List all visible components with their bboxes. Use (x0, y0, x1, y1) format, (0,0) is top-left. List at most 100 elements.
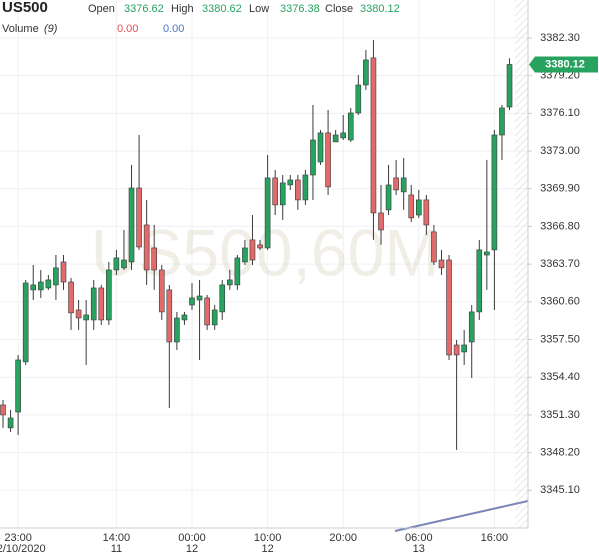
y-tick-label: 3369.90 (540, 183, 580, 195)
candle-body (30, 284, 37, 291)
candle-body (415, 199, 422, 216)
x-tick-label: 06:00 (405, 532, 433, 544)
volume-value: 0.00 (117, 23, 138, 35)
volume-label: Volume (2, 23, 39, 35)
candle-body (234, 257, 241, 286)
candle-body (15, 359, 21, 413)
candle-body (468, 311, 475, 343)
candle-body (227, 279, 233, 286)
candle-body (90, 287, 97, 321)
candle-body (363, 59, 369, 86)
x-tick-label: 14:00 (103, 532, 131, 544)
candle-body (370, 57, 377, 214)
x-tick-label: 10:00 (254, 532, 282, 544)
y-tick-label: 3351.30 (540, 409, 580, 421)
volume-period: (9) (44, 23, 58, 35)
candle-body (340, 132, 347, 139)
candle-body (68, 281, 74, 314)
candle-body (0, 404, 6, 416)
candle-body (22, 282, 29, 363)
candle-body (7, 417, 14, 429)
candle-body (75, 309, 82, 319)
candle-body (325, 132, 331, 188)
candle-body (476, 249, 483, 313)
low-label: Low (249, 3, 269, 15)
candle-body (378, 212, 384, 231)
candle-body (83, 314, 89, 321)
y-tick-label: 3354.40 (540, 371, 580, 383)
candle-body (446, 259, 452, 356)
candle-body (400, 177, 407, 193)
candle-body (302, 174, 309, 201)
candle-body (174, 317, 180, 343)
candle-body (37, 281, 44, 291)
y-tick-label: 3357.50 (540, 333, 580, 345)
open-label: Open (88, 3, 115, 15)
candle-body (143, 224, 150, 271)
candle-body (332, 134, 339, 143)
x-tick-label: 16:00 (481, 532, 509, 544)
candle-body (317, 132, 324, 163)
candle-body (249, 239, 256, 261)
y-tick-label: 3345.10 (540, 484, 580, 496)
candle-body (423, 199, 430, 226)
x-date-label: 12 (186, 543, 198, 555)
grid (0, 0, 528, 528)
candle-body (181, 314, 188, 321)
candle-body (438, 259, 445, 269)
candle-body (506, 64, 513, 108)
candle-body (385, 184, 392, 211)
future-area (515, 0, 528, 528)
candle-body (219, 284, 226, 313)
high-value: 3380.62 (202, 3, 242, 15)
y-tick-label: 3360.60 (540, 296, 580, 308)
price-tag-bg (529, 56, 598, 73)
candle-body (272, 177, 278, 206)
close-label: Close (325, 3, 353, 15)
x-date-label: 13 (413, 543, 425, 555)
x-tick-label: 20:00 (329, 532, 357, 544)
candle-body (453, 344, 460, 356)
open-value: 3376.62 (124, 3, 164, 15)
candle-body (204, 297, 210, 326)
candle-body (257, 244, 263, 249)
candle-body (499, 107, 505, 136)
candle-body (53, 267, 59, 286)
candle-body (310, 139, 316, 176)
candle-body (113, 257, 120, 271)
candle-body (393, 177, 399, 191)
x-date-label: 11 (111, 543, 122, 555)
y-tick-label: 3382.30 (540, 32, 580, 44)
indicator-line (394, 500, 529, 532)
price-tag: 3380.12 (545, 58, 585, 70)
candle-body (158, 269, 165, 313)
candle-body (295, 179, 301, 201)
x-date-label: 02/10/2020 (0, 543, 46, 555)
candle-body (408, 194, 415, 219)
high-label: High (171, 3, 194, 15)
candle-body (136, 187, 142, 248)
close-value: 3380.12 (360, 3, 400, 15)
candle-body (98, 287, 105, 321)
candle-body (287, 179, 294, 186)
y-tick-label: 3376.10 (540, 107, 580, 119)
y-tick-label: 3379.20 (540, 70, 580, 82)
x-tick-label: 23:00 (4, 532, 32, 544)
candle-body (264, 177, 271, 249)
candle-body (279, 182, 286, 206)
candle-body (196, 295, 203, 301)
symbol-title: US500 (2, 0, 48, 16)
candle-body (355, 84, 362, 114)
candle-body (151, 247, 157, 271)
candle-body (211, 309, 218, 326)
candles (0, 39, 513, 450)
candle-body (121, 259, 127, 269)
volume-ma-value: 0.00 (163, 23, 184, 35)
candle-body (347, 112, 354, 141)
x-tick-label: 00:00 (178, 532, 206, 544)
candle-body (461, 344, 467, 353)
candle-body (128, 187, 135, 263)
candle-body (484, 251, 490, 256)
candle-body (189, 297, 195, 306)
candle-body (45, 279, 52, 289)
